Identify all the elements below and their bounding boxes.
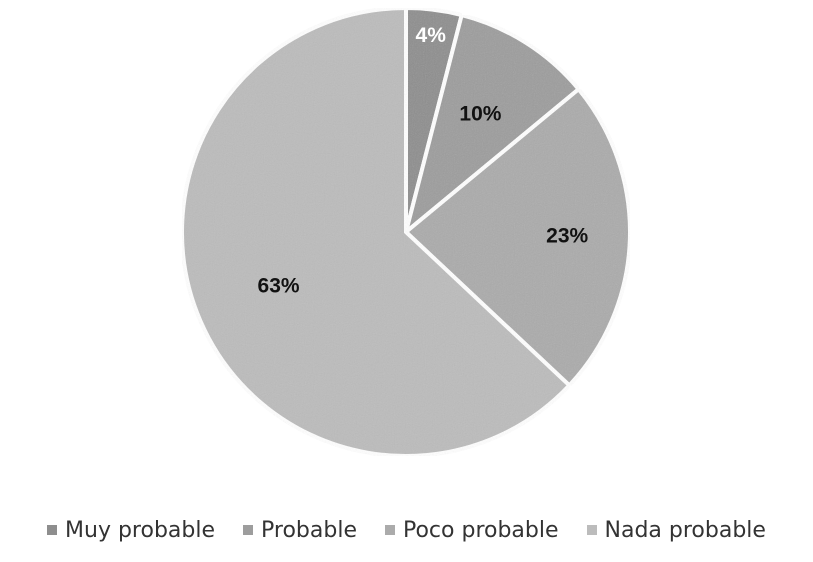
data-label-poco-probable: 23%	[546, 225, 588, 248]
pie-slice-probable	[402, 12, 582, 238]
legend-swatch	[243, 525, 254, 535]
data-label-nada-probable: 63%	[258, 275, 300, 298]
legend-swatch	[586, 525, 597, 535]
legend-item-probable: Probable	[243, 518, 357, 543]
legend-label: Muy probable	[65, 517, 216, 543]
legend-label: Poco probable	[402, 517, 559, 543]
legend-swatch	[384, 525, 395, 535]
legend-swatch	[47, 525, 58, 535]
pie-data-labels: 4% 10% 23% 63%	[258, 24, 589, 298]
legend-item-poco-probable: Poco probable	[384, 517, 559, 543]
pie-slice-nada-probable	[180, 5, 573, 458]
pie-slice-poco-probable	[402, 86, 632, 389]
legend: Muy probable Probable Poco probable Nada pr…	[0, 512, 813, 548]
legend-label: Probable	[261, 517, 357, 543]
data-label-muy-probable: 4%	[416, 24, 447, 47]
legend-item-nada-probable: Nada probable	[586, 517, 766, 543]
pie-slices	[180, 5, 632, 458]
legend-item-muy-probable: Muy probable	[47, 518, 215, 543]
pie-plot-area: 4% 10% 23% 63%	[180, 5, 632, 458]
legend-label: Nada probable	[604, 517, 766, 543]
data-label-probable: 10%	[459, 102, 501, 125]
